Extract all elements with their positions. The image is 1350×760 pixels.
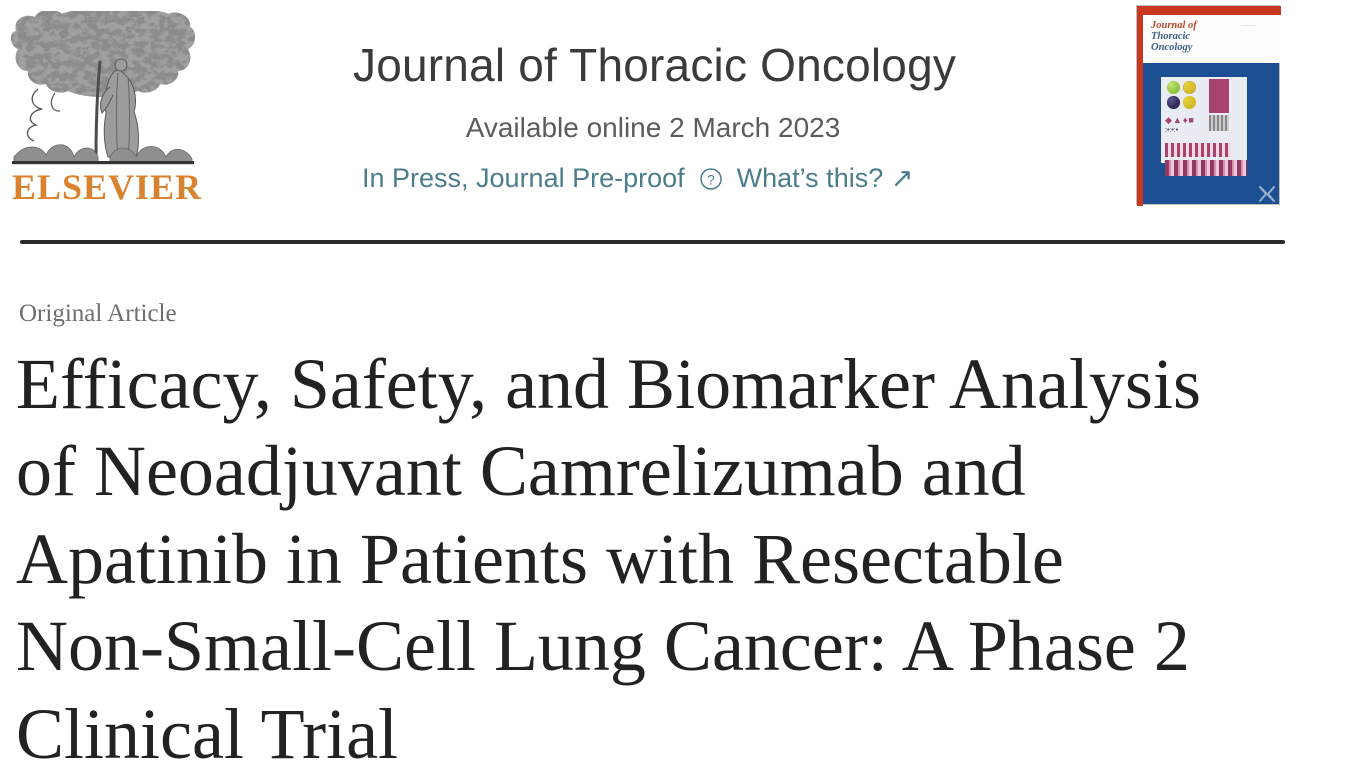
svg-text:?: ? (707, 172, 715, 187)
